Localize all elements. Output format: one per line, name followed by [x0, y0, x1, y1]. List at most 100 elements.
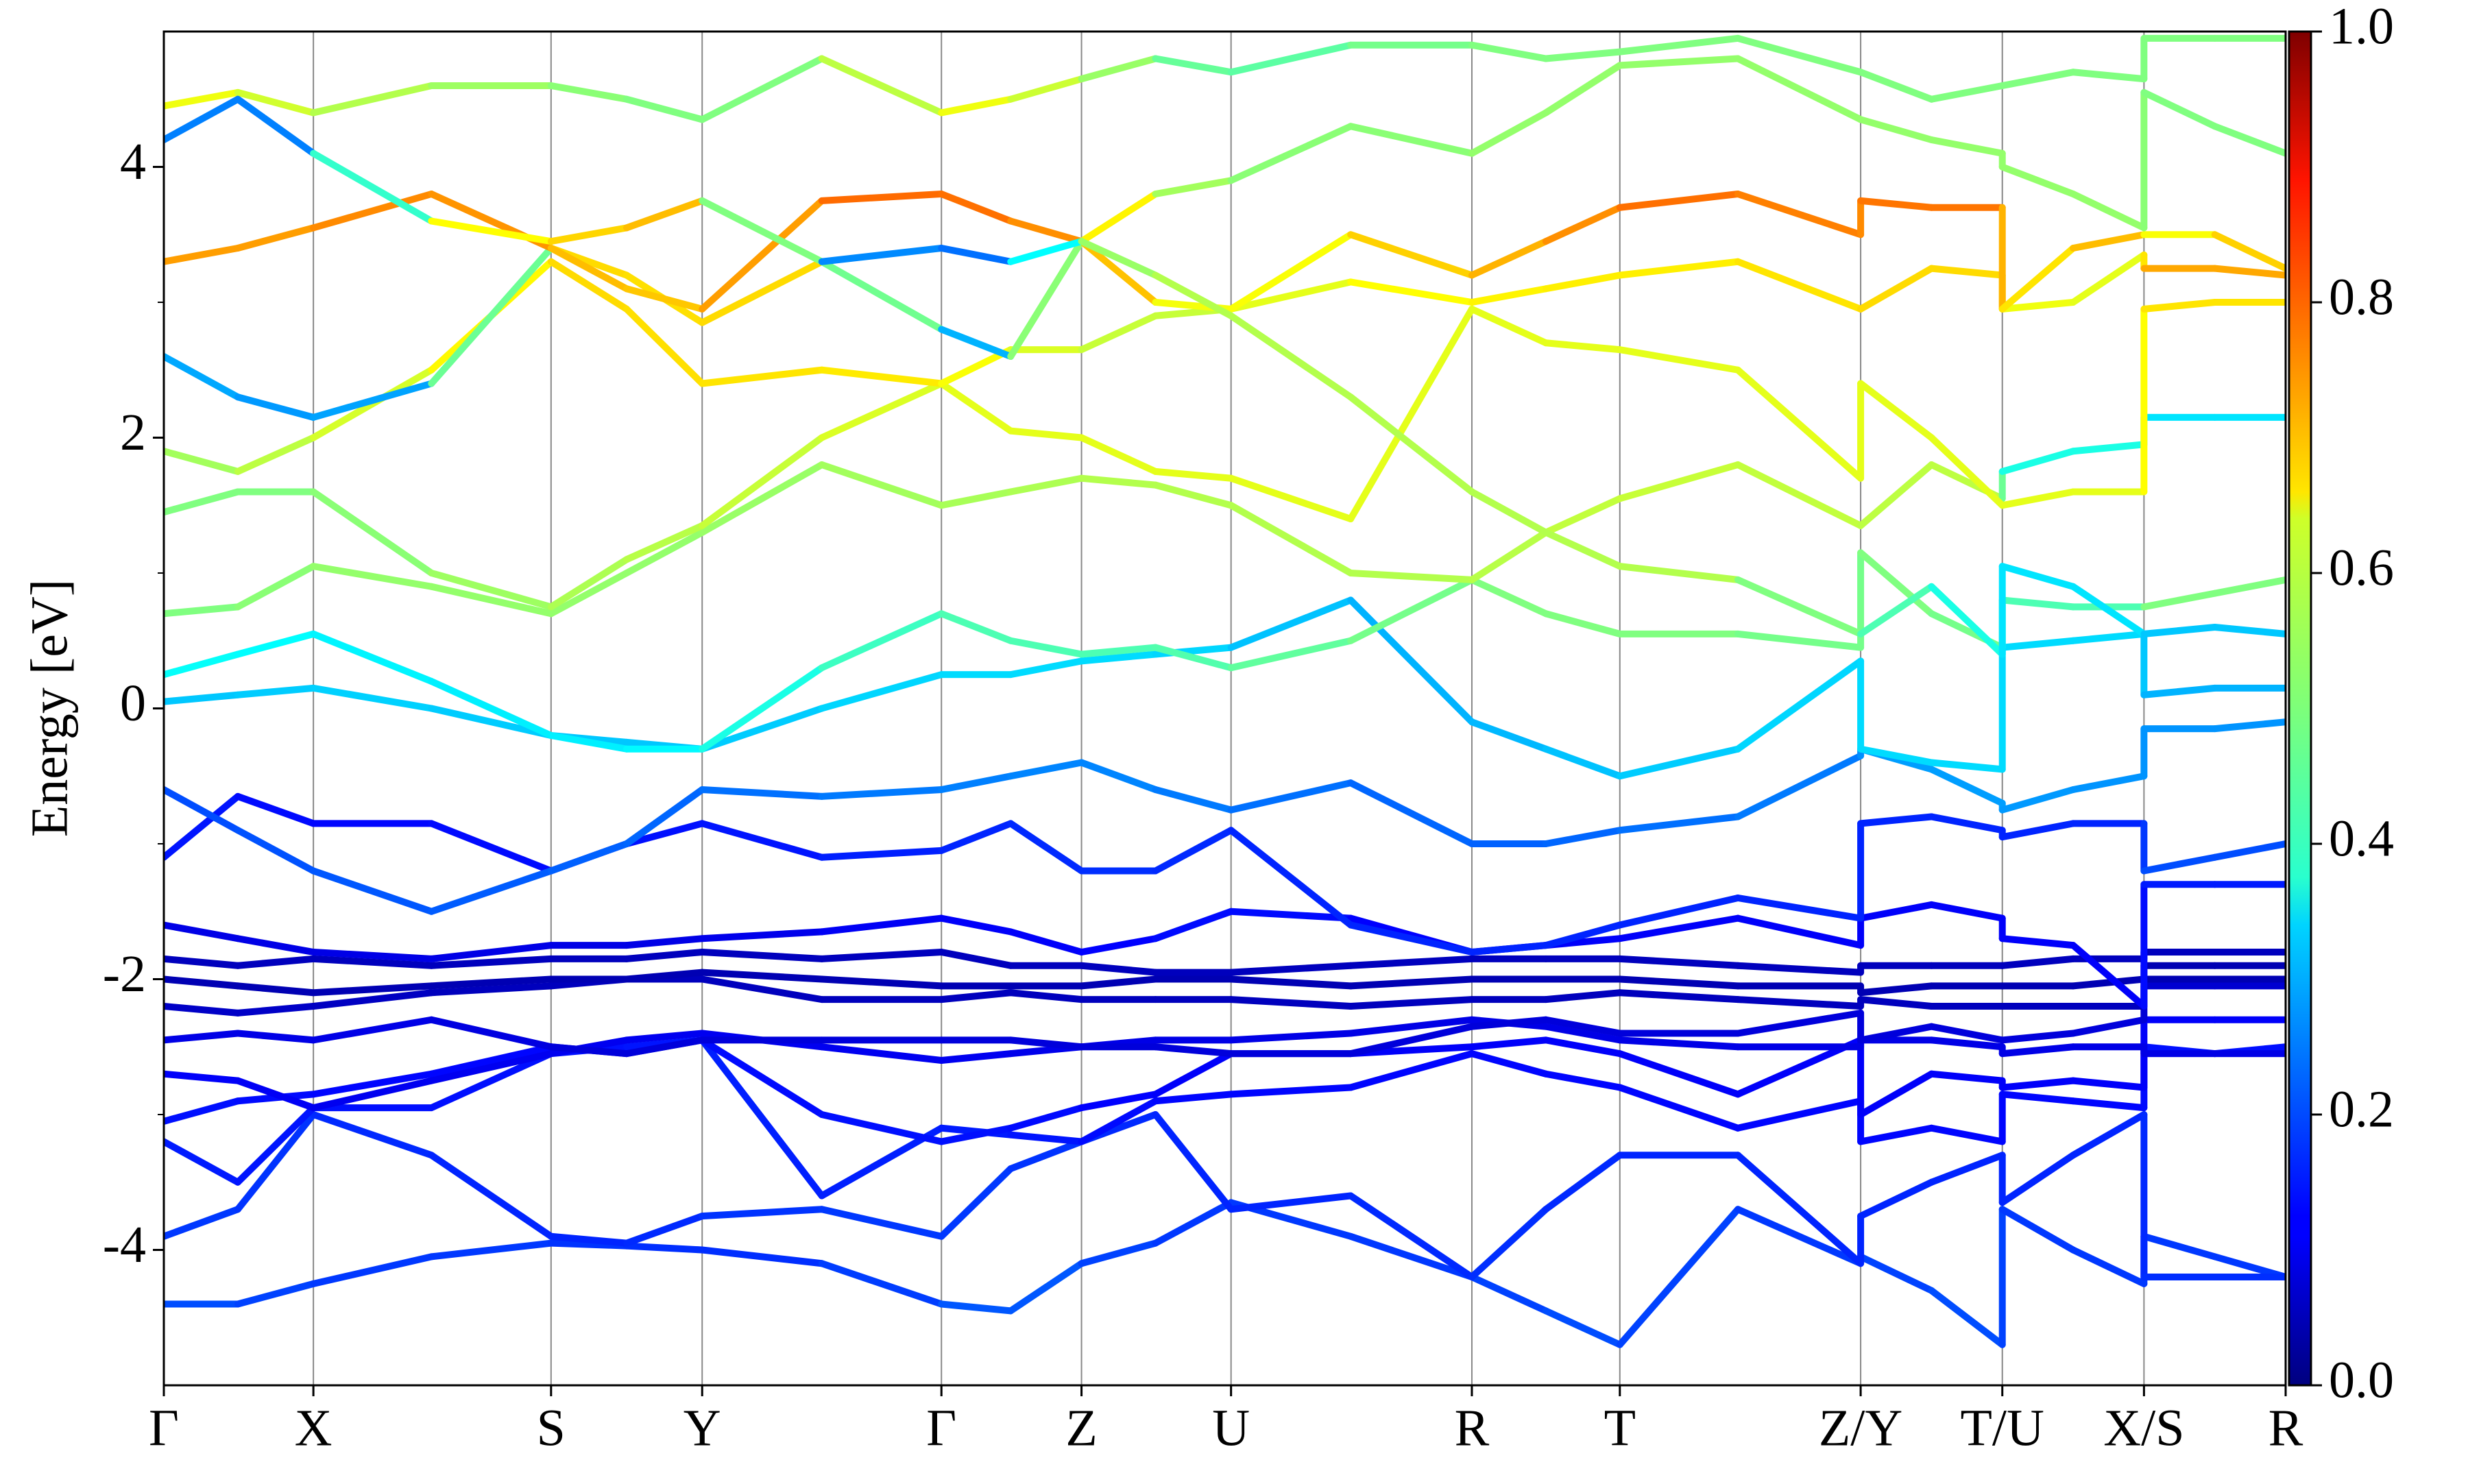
y-tick-label: 2	[120, 404, 146, 461]
band-segment	[1998, 637, 2077, 651]
band-segment	[2211, 624, 2286, 637]
band-segment	[1857, 549, 1935, 618]
band-segment	[428, 1043, 555, 1078]
band-segment	[699, 461, 825, 536]
band-segment	[1542, 48, 1623, 62]
colorbar-tick-label: 1.0	[2329, 0, 2394, 55]
x-tick-label: Γ	[926, 1399, 956, 1457]
band-segment	[1857, 265, 1935, 313]
band-segment	[2070, 69, 2148, 83]
band-segment	[938, 245, 1015, 265]
band-segment	[818, 1206, 945, 1240]
band-segment	[1998, 1043, 2077, 1058]
band-segment	[1078, 935, 1159, 956]
band-segment	[1998, 1077, 2077, 1091]
band-segment	[547, 840, 631, 875]
band-segment	[1152, 1111, 1235, 1213]
band-segment	[1734, 630, 1865, 651]
band-segment	[1227, 962, 1355, 976]
band-segment	[428, 570, 555, 611]
band-segment	[1928, 265, 2006, 279]
band-segment	[164, 1206, 241, 1240]
band-segment	[2211, 265, 2286, 279]
band-segment	[1857, 813, 1935, 827]
y-axis-label: Energy [eV]	[21, 579, 78, 837]
band-segment	[310, 1111, 435, 1159]
band-segment	[2070, 1097, 2148, 1112]
band-segment	[1616, 975, 1741, 990]
band-segment	[1928, 766, 2006, 807]
band-segment	[234, 684, 317, 698]
band-segment	[1078, 962, 1159, 976]
band-segment	[1007, 238, 1085, 265]
band-segment	[1857, 1023, 1935, 1044]
band-segment	[2070, 251, 2148, 306]
band-segment	[1152, 1043, 1235, 1058]
band-segment	[1468, 1036, 1549, 1051]
band-segment	[1928, 1287, 2006, 1348]
band-segment	[428, 1152, 555, 1240]
x-tick-label: Z	[1065, 1399, 1097, 1457]
band-segment	[623, 1030, 706, 1044]
band-segment	[1227, 1030, 1355, 1044]
band-segment	[1347, 779, 1475, 847]
band-segment	[1928, 1124, 2006, 1145]
band-segment	[1347, 278, 1475, 306]
band-segment	[1152, 55, 1235, 76]
band-segment	[164, 488, 241, 516]
band-segment	[1347, 1232, 1475, 1280]
band-segment	[428, 583, 555, 618]
band-segment	[1542, 495, 1623, 536]
band-segment	[1007, 427, 1085, 441]
band-segment	[699, 705, 825, 753]
band-segment	[1227, 779, 1355, 814]
band-segment	[1616, 461, 1741, 502]
band-segment	[623, 949, 706, 962]
band-segment	[938, 1300, 1015, 1315]
band-segment	[164, 88, 241, 110]
band-segment	[1152, 1091, 1235, 1105]
band-segment	[1928, 1152, 2006, 1186]
band-segment	[818, 1260, 945, 1308]
band-segment	[1227, 312, 1355, 401]
band-segment	[310, 1077, 435, 1112]
band-segment	[1734, 366, 1865, 482]
band-segment	[1007, 474, 1085, 496]
band-segment	[234, 982, 317, 997]
band-segment	[1347, 955, 1475, 969]
band-segment	[623, 95, 706, 123]
band-segment	[1227, 1084, 1355, 1098]
band-segment	[623, 305, 706, 387]
band-segment	[2070, 583, 2148, 637]
band-segment	[1227, 123, 1355, 184]
band-segment	[1078, 434, 1159, 475]
band-segment	[428, 678, 555, 739]
band-segment	[428, 1016, 555, 1051]
band-segment	[1347, 305, 1475, 522]
band-segment	[1007, 238, 1085, 360]
colorbar-tick-label: 0.4	[2329, 810, 2394, 867]
band-segment	[699, 1206, 825, 1220]
band-segment	[1734, 258, 1865, 313]
band-segment	[1542, 1036, 1623, 1058]
band-segment	[2211, 840, 2286, 861]
band-segment	[234, 1111, 317, 1213]
band-segment	[1734, 895, 1865, 922]
band-segment	[1078, 312, 1159, 354]
band-segment	[1616, 895, 1741, 929]
band-segment	[547, 224, 631, 245]
y-tick-label: 4	[120, 133, 146, 191]
band-segment	[1347, 1023, 1475, 1058]
band-segment	[164, 792, 241, 861]
band-segment	[818, 949, 945, 962]
band-segment	[1152, 786, 1235, 814]
band-segment	[1347, 123, 1475, 157]
band-segment	[623, 197, 706, 232]
band-segment	[1347, 570, 1475, 583]
band-segment	[2211, 718, 2286, 733]
band-segment	[2070, 231, 2148, 252]
band-segment	[1468, 1206, 1549, 1280]
band-segment	[1007, 820, 1085, 875]
band-segment	[1468, 1274, 1549, 1315]
band-segment	[699, 786, 825, 800]
